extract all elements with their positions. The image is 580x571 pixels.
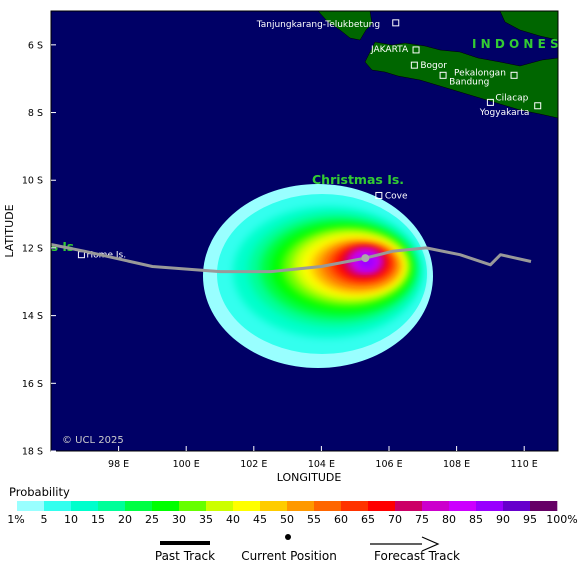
legend-color-swatch	[260, 501, 288, 511]
legend-tick-label: 55	[307, 513, 321, 526]
place-label: JAKARTA	[370, 45, 409, 55]
place-marker	[439, 71, 447, 79]
lat-tick-label: 16 S	[22, 379, 43, 390]
legend-color-swatch	[179, 501, 207, 511]
probability-legend-labels: 1% 5 10 15 20 25 30 35 40 45 50 55 60 65 70 75 80 85 90 95 1…	[7, 513, 577, 526]
place-marker	[510, 71, 518, 79]
legend-tick-label: 85	[469, 513, 483, 526]
legend-tick-label: 35	[199, 513, 213, 526]
past-track-label: Past Track	[155, 549, 215, 563]
forecast-track-label: Forecast Track	[374, 549, 460, 563]
lon-tick-label: 102 E	[240, 459, 267, 470]
legend-tick-label: 75	[415, 513, 429, 526]
y-axis-label: LATITUDE	[3, 204, 16, 257]
legend-color-swatch	[368, 501, 396, 511]
place-label: Pekalongan	[454, 68, 506, 78]
plot-frame	[50, 10, 559, 452]
legend-tick-label: 10	[64, 513, 78, 526]
legend-tick-label: 65	[361, 513, 375, 526]
christmas-island-label: Christmas Is.	[312, 172, 404, 187]
current-position-symbol	[285, 534, 291, 540]
place-label: Tanjungkarang-Telukbetung	[256, 20, 380, 30]
map-axes: 98 E 100 E 102 E 104 E 106 E 108 E 110 E 6 S 8 S…	[22, 40, 538, 470]
place-label: Bandung	[449, 77, 489, 87]
lon-tick-label: 106 E	[375, 459, 402, 470]
place-marker	[534, 102, 542, 110]
legend-tick-label: 5	[41, 513, 48, 526]
probability-field	[203, 184, 433, 368]
legend-tick-label: 50	[280, 513, 294, 526]
lat-tick-label: 10 S	[22, 176, 43, 187]
lat-tick-label: 12 S	[22, 243, 43, 254]
legend-color-swatch	[71, 501, 99, 511]
place-label: Bogor	[420, 61, 447, 71]
legend-title: Probability	[9, 485, 70, 499]
legend-tick-label: 30	[172, 513, 186, 526]
place-marker	[410, 61, 418, 69]
legend-tick-label: 15	[91, 513, 105, 526]
borneo-landmass	[499, 11, 558, 41]
lat-tick-label: 8 S	[28, 108, 43, 119]
legend-color-swatch	[314, 501, 342, 511]
x-axis-label: LONGITUDE	[277, 471, 342, 484]
legend-color-swatch	[341, 501, 369, 511]
legend-color-swatch	[152, 501, 180, 511]
place-label: Cove	[385, 191, 408, 201]
legend-color-swatch	[98, 501, 126, 511]
place-marker	[486, 98, 494, 106]
place-marker	[412, 46, 420, 54]
place-label: Yogyakarta	[479, 108, 530, 118]
legend-tick-label: 70	[388, 513, 402, 526]
lon-tick-label: 104 E	[308, 459, 335, 470]
current-position-marker	[361, 254, 370, 263]
lat-tick-label: 14 S	[22, 311, 43, 322]
copyright-notice: © UCL 2025	[62, 435, 124, 446]
legend-tick-label: 95	[523, 513, 537, 526]
lon-tick-label: 110 E	[511, 459, 538, 470]
lat-tick-label: 18 S	[22, 447, 43, 458]
lat-tick-label: 6 S	[28, 40, 43, 51]
lon-tick-label: 100 E	[173, 459, 200, 470]
legend-color-swatch	[395, 501, 423, 511]
legend-color-swatch	[530, 501, 558, 511]
storm-track	[50, 243, 532, 274]
indonesia-label: I N D O N E S	[472, 37, 559, 51]
legend-tick-label: 80	[442, 513, 456, 526]
forecast-arrowhead-icon	[421, 536, 440, 552]
legend-tick-label: 100%	[546, 513, 577, 526]
legend-tick-label: 1%	[7, 513, 24, 526]
legend-color-swatch	[233, 501, 261, 511]
lon-tick-label: 108 E	[443, 459, 470, 470]
lon-tick-label: 98 E	[108, 459, 129, 470]
legend-tick-label: 20	[118, 513, 132, 526]
sumatra-landmass	[317, 11, 373, 41]
legend-color-swatch	[17, 501, 45, 511]
legend-tick-label: 45	[253, 513, 267, 526]
land-layer	[317, 11, 558, 119]
probability-legend-bar	[17, 501, 558, 511]
legend-color-swatch	[206, 501, 234, 511]
place-label: Cilacap	[495, 93, 528, 103]
legend-color-swatch	[287, 501, 315, 511]
current-position-label: Current Position	[241, 549, 337, 563]
legend-tick-label: 60	[334, 513, 348, 526]
legend-color-swatch	[449, 501, 477, 511]
place-marker	[392, 19, 400, 27]
java-landmass	[364, 41, 558, 119]
legend-tick-label: 90	[496, 513, 510, 526]
legend-tick-label: 40	[226, 513, 240, 526]
legend-color-swatch	[422, 501, 450, 511]
legend-color-swatch	[44, 501, 72, 511]
legend-color-swatch	[125, 501, 153, 511]
legend-color-swatch	[476, 501, 504, 511]
legend-color-swatch	[503, 501, 531, 511]
track-legend: Past Track Current Position Forecast Tra…	[155, 534, 460, 563]
legend-tick-label: 25	[145, 513, 159, 526]
place-marker	[375, 191, 383, 199]
